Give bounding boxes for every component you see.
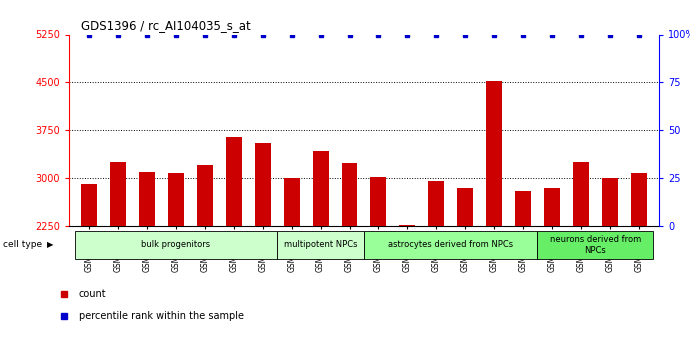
- Text: ▶: ▶: [47, 240, 53, 249]
- Bar: [313, 151, 328, 226]
- Bar: [226, 137, 241, 226]
- Bar: [428, 181, 444, 226]
- Text: neurons derived from
NPCs: neurons derived from NPCs: [550, 235, 641, 255]
- Bar: [75, 231, 277, 259]
- Text: astrocytes derived from NPCs: astrocytes derived from NPCs: [388, 240, 513, 249]
- Bar: [457, 188, 473, 226]
- Bar: [197, 165, 213, 226]
- Bar: [277, 231, 364, 259]
- Text: multipotent NPCs: multipotent NPCs: [284, 240, 357, 249]
- Bar: [255, 143, 270, 226]
- Text: count: count: [79, 289, 106, 299]
- Bar: [168, 173, 184, 226]
- Bar: [284, 178, 299, 226]
- Bar: [538, 231, 653, 259]
- Bar: [110, 162, 126, 226]
- Bar: [573, 162, 589, 226]
- Bar: [364, 231, 538, 259]
- Bar: [515, 191, 531, 226]
- Bar: [602, 178, 618, 226]
- Bar: [371, 177, 386, 226]
- Bar: [139, 172, 155, 226]
- Bar: [544, 188, 560, 226]
- Bar: [631, 173, 647, 226]
- Bar: [400, 225, 415, 226]
- Text: GDS1396 / rc_AI104035_s_at: GDS1396 / rc_AI104035_s_at: [81, 19, 250, 32]
- Text: cell type: cell type: [3, 240, 43, 249]
- Bar: [342, 164, 357, 226]
- Text: percentile rank within the sample: percentile rank within the sample: [79, 311, 244, 321]
- Bar: [81, 185, 97, 226]
- Text: bulk progenitors: bulk progenitors: [141, 240, 210, 249]
- Bar: [486, 81, 502, 226]
